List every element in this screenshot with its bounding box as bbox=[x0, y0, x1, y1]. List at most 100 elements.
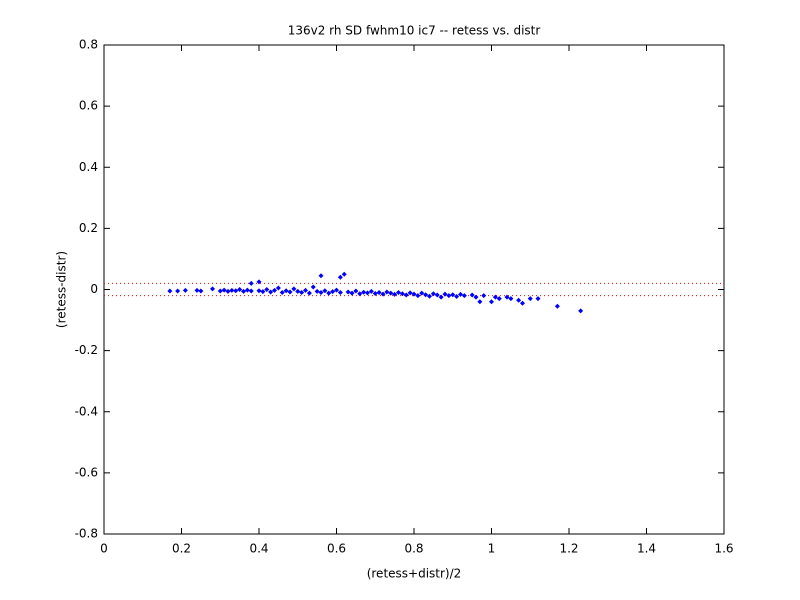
point bbox=[221, 287, 227, 293]
x-tick-label: 0.2 bbox=[172, 542, 191, 556]
point bbox=[527, 296, 533, 302]
y-tick-label: 0.2 bbox=[79, 221, 98, 235]
point bbox=[345, 289, 351, 295]
point bbox=[318, 273, 324, 279]
point bbox=[310, 284, 316, 290]
point bbox=[520, 300, 525, 306]
point bbox=[264, 287, 270, 292]
point bbox=[357, 291, 363, 297]
point bbox=[407, 290, 413, 296]
point bbox=[368, 288, 374, 294]
point bbox=[244, 287, 250, 293]
y-tick-label: 0 bbox=[90, 282, 98, 296]
point bbox=[372, 290, 378, 296]
point bbox=[299, 290, 305, 296]
point bbox=[481, 293, 487, 299]
point bbox=[388, 290, 394, 296]
point bbox=[256, 279, 262, 285]
point bbox=[430, 291, 436, 297]
point bbox=[473, 294, 479, 300]
x-tick-label: 1.4 bbox=[637, 542, 656, 556]
plot-area bbox=[103, 44, 725, 535]
point bbox=[322, 288, 328, 294]
point bbox=[458, 291, 463, 297]
point bbox=[314, 288, 320, 294]
point bbox=[415, 293, 421, 299]
point bbox=[554, 303, 560, 309]
point bbox=[330, 289, 336, 295]
point bbox=[446, 293, 452, 299]
y-tick-label: -0.2 bbox=[75, 343, 98, 357]
y-tick-label: -0.4 bbox=[75, 404, 98, 418]
point bbox=[283, 288, 289, 294]
x-tick-label: 0.8 bbox=[404, 542, 423, 556]
point bbox=[419, 290, 425, 296]
point bbox=[326, 290, 332, 296]
point bbox=[461, 293, 467, 299]
point bbox=[496, 296, 502, 302]
point bbox=[341, 271, 347, 277]
point bbox=[256, 288, 262, 294]
point bbox=[477, 299, 483, 305]
point bbox=[423, 292, 429, 298]
point bbox=[182, 287, 188, 293]
point bbox=[535, 296, 541, 302]
point bbox=[210, 286, 215, 292]
point bbox=[268, 289, 274, 295]
point bbox=[450, 292, 456, 298]
point bbox=[380, 291, 386, 297]
point bbox=[291, 286, 297, 292]
x-tick-label: 1.2 bbox=[559, 542, 578, 556]
point bbox=[248, 288, 254, 294]
point bbox=[237, 287, 243, 292]
x-axis-label: (retess+distr)/2 bbox=[367, 567, 462, 581]
point bbox=[411, 291, 417, 297]
point bbox=[427, 293, 432, 299]
point bbox=[489, 299, 494, 305]
point bbox=[337, 274, 343, 280]
point bbox=[287, 289, 293, 295]
x-tick-label: 0.6 bbox=[327, 542, 346, 556]
point bbox=[454, 294, 460, 300]
point bbox=[516, 297, 522, 303]
x-tick-label: 1.6 bbox=[714, 542, 733, 556]
point bbox=[442, 291, 448, 297]
point bbox=[306, 290, 312, 296]
y-tick-label: 0.6 bbox=[79, 99, 98, 113]
point bbox=[384, 289, 390, 295]
point bbox=[295, 288, 301, 294]
point bbox=[353, 288, 359, 294]
point bbox=[337, 290, 343, 296]
point bbox=[217, 288, 223, 294]
chart-title: 136v2 rh SD fwhm10 ic7 -- retess vs. dis… bbox=[288, 24, 541, 38]
point bbox=[434, 292, 440, 298]
point bbox=[241, 288, 246, 294]
y-axis-label: (retess-distr) bbox=[55, 251, 69, 328]
y-tick-label: 0.4 bbox=[79, 160, 98, 174]
point bbox=[260, 289, 266, 295]
point bbox=[225, 288, 231, 294]
y-tick-label: 0.8 bbox=[79, 38, 98, 52]
point bbox=[229, 287, 235, 293]
point bbox=[194, 287, 200, 293]
point bbox=[279, 290, 285, 296]
point bbox=[198, 288, 204, 294]
point bbox=[469, 292, 475, 298]
point bbox=[578, 308, 584, 314]
point bbox=[508, 296, 514, 302]
point bbox=[376, 290, 382, 296]
point bbox=[248, 280, 254, 286]
point bbox=[175, 288, 181, 294]
point bbox=[272, 287, 277, 293]
x-tick-label: 1 bbox=[488, 542, 496, 556]
point bbox=[303, 287, 308, 293]
x-tick-label: 0.4 bbox=[249, 542, 268, 556]
point bbox=[318, 290, 324, 296]
point bbox=[392, 291, 398, 297]
point bbox=[365, 290, 370, 296]
point bbox=[504, 294, 510, 300]
point bbox=[233, 288, 239, 294]
point bbox=[396, 290, 401, 296]
